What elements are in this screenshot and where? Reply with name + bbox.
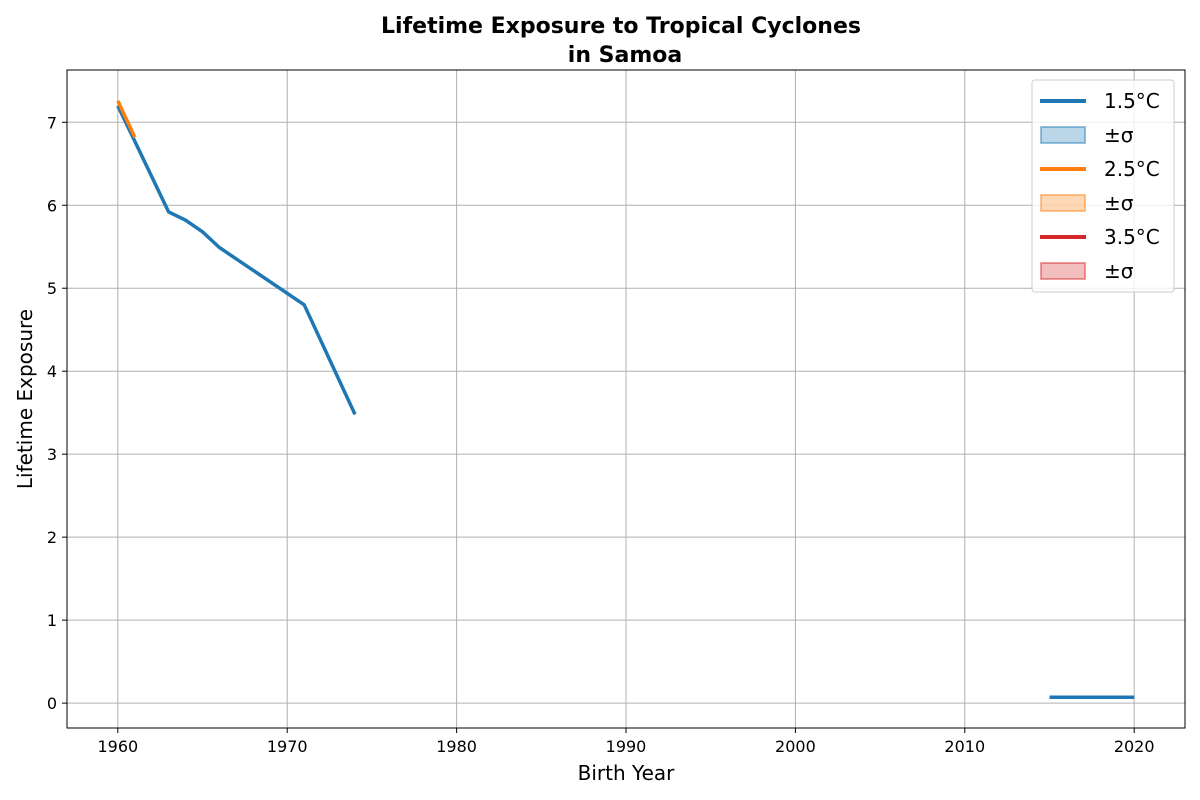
x-tick-label: 1980 <box>436 737 477 756</box>
y-axis: 0 1 2 3 4 5 6 7 <box>47 113 67 713</box>
y-tick-label: 4 <box>47 362 57 381</box>
y-tick-label: 5 <box>47 279 57 298</box>
legend-label: 1.5°C <box>1104 89 1160 113</box>
series-line <box>116 104 357 416</box>
y-tick-label: 6 <box>47 196 57 215</box>
series-line <box>116 99 137 138</box>
x-tick-label: 2000 <box>775 737 816 756</box>
x-axis: 1960 1970 1980 1990 2000 2010 2020 <box>97 728 1155 756</box>
chart-title: Lifetime Exposure to Tropical Cyclones <box>381 14 861 39</box>
x-tick-label: 2020 <box>1114 737 1155 756</box>
x-tick-label: 1970 <box>267 737 308 756</box>
x-tick-label: 1960 <box>97 737 138 756</box>
x-axis-label: Birth Year <box>578 761 675 785</box>
y-tick-label: 7 <box>47 113 57 132</box>
legend-sigma-label: ±σ <box>1104 123 1134 147</box>
series-layer <box>116 99 1135 700</box>
legend-band-swatch <box>1040 126 1086 144</box>
legend: 1.5°C ±σ 2.5°C ±σ 3.5°C ±σ <box>1031 79 1175 293</box>
legend-label: 3.5°C <box>1104 225 1160 249</box>
y-tick-label: 3 <box>47 445 57 464</box>
y-tick-label: 0 <box>47 694 57 713</box>
grid <box>67 70 1185 728</box>
legend-sigma-label: ±σ <box>1104 191 1134 215</box>
y-axis-label: Lifetime Exposure <box>13 309 37 489</box>
y-tick-label: 1 <box>47 611 57 630</box>
legend-sigma-label: ±σ <box>1104 259 1134 283</box>
y-tick-label: 2 <box>47 528 57 547</box>
x-tick-label: 1990 <box>606 737 647 756</box>
chart-subtitle: in Samoa <box>568 43 682 68</box>
x-tick-label: 2010 <box>944 737 985 756</box>
legend-band-swatch <box>1040 262 1086 280</box>
legend-label: 2.5°C <box>1104 157 1160 181</box>
legend-band-swatch <box>1040 194 1086 212</box>
